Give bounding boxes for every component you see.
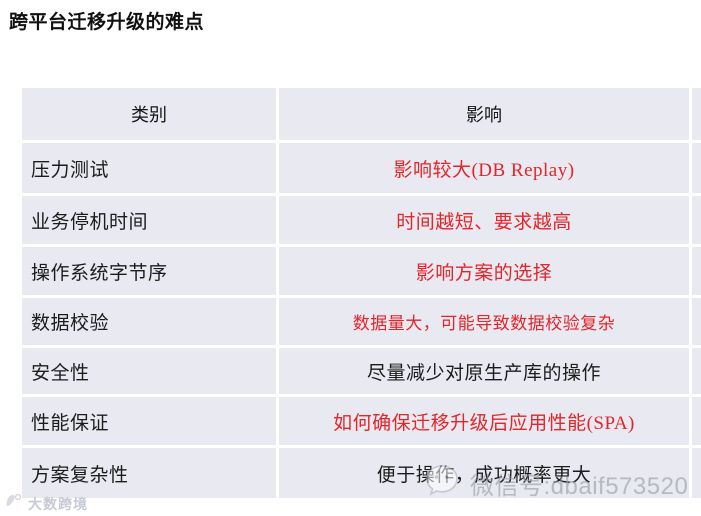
category-cell: 操作系统字节序 [22, 247, 276, 295]
impact-table: 类别 影响 压力测试 影响较大(DB Replay) 业务停机时间 时间越短、要… [22, 88, 701, 498]
table-cutoff-cell [692, 143, 701, 193]
category-cell: 业务停机时间 [22, 196, 276, 244]
table-cutoff-cell [692, 196, 701, 244]
impact-cell: 影响较大(DB Replay) [279, 143, 689, 193]
category-cell: 数据校验 [22, 298, 276, 345]
impact-cell: 数据量大，可能导致数据校验复杂 [279, 298, 689, 345]
table-cutoff-cell [692, 88, 701, 140]
category-cell: 方案复杂性 [22, 448, 276, 498]
impact-cell: 如何确保迁移升级后应用性能(SPA) [279, 397, 689, 445]
impact-cell: 时间越短、要求越高 [279, 196, 689, 244]
table-cutoff-cell [692, 448, 701, 498]
category-cell: 安全性 [22, 348, 276, 394]
category-cell: 压力测试 [22, 143, 276, 193]
table-cutoff-cell [692, 247, 701, 295]
category-cell: 性能保证 [22, 397, 276, 445]
page-title: 跨平台迁移升级的难点 [9, 12, 205, 33]
impact-cell: 便于操作，成功概率更大 [279, 448, 689, 498]
table-cutoff-cell [692, 397, 701, 445]
table-cutoff-cell [692, 348, 701, 394]
column-header-category: 类别 [22, 88, 276, 140]
column-header-impact: 影响 [279, 88, 689, 140]
impact-cell: 影响方案的选择 [279, 247, 689, 295]
impact-cell: 尽量减少对原生产库的操作 [279, 348, 689, 394]
table-cutoff-cell [692, 298, 701, 345]
